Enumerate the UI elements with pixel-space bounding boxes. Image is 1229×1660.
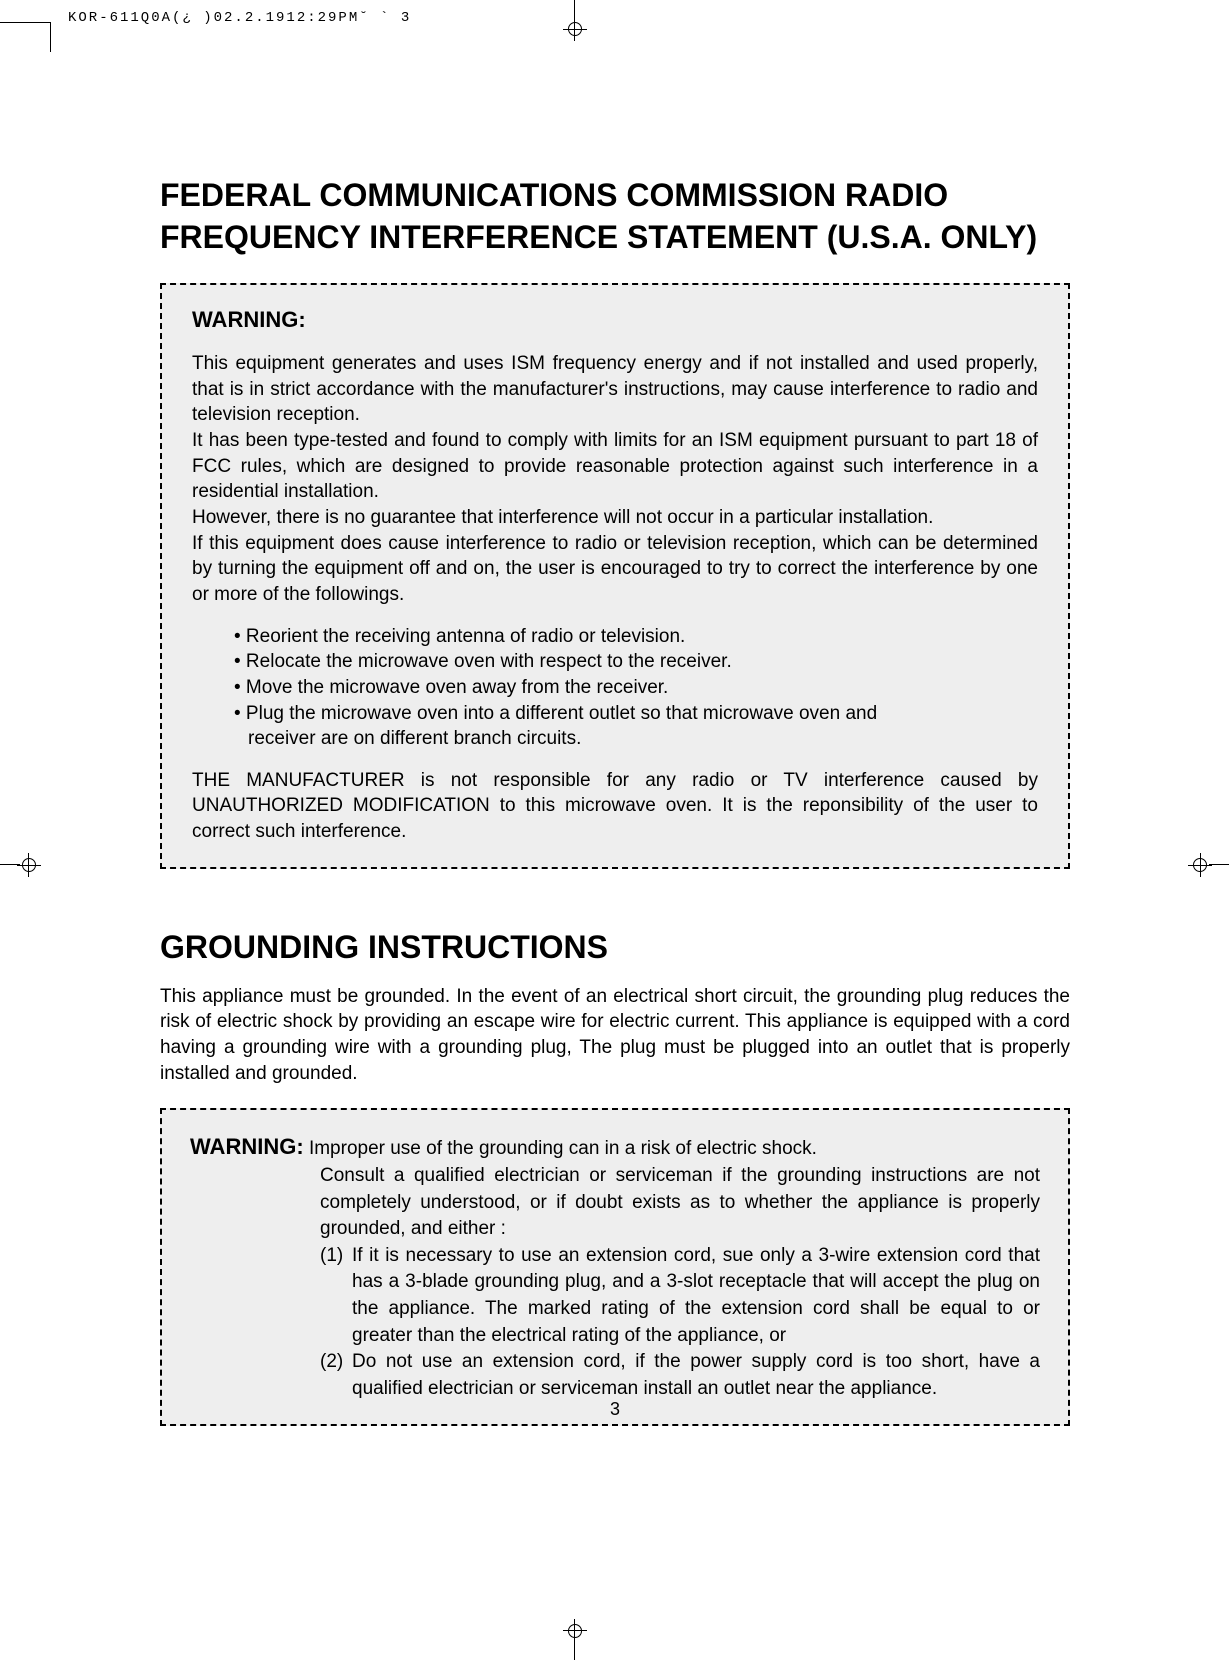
registration-mark-left — [0, 850, 60, 880]
numbered-item: (2) Do not use an extension cord, if the… — [320, 1349, 1040, 1402]
numbered-item: (1) If it is necessary to use an extensi… — [320, 1243, 1040, 1349]
page-number: 3 — [60, 1399, 1170, 1420]
crop-mark — [50, 22, 51, 52]
warning-paragraph: If this equipment does cause interferenc… — [192, 531, 1038, 608]
bullet-list: • Reorient the receiving antenna of radi… — [234, 624, 1038, 752]
warning-paragraph: However, there is no guarantee that inte… — [192, 505, 1038, 531]
bullet-item: • Move the microwave oven away from the … — [234, 675, 1038, 701]
item-number: (1) — [320, 1243, 352, 1349]
warning-paragraph: It has been type-tested and found to com… — [192, 428, 1038, 505]
warning-title: WARNING: — [192, 307, 1038, 333]
warning-box-grounding: WARNING: Improper use of the grounding c… — [160, 1108, 1070, 1426]
warning-paragraph: This equipment generates and uses ISM fr… — [192, 351, 1038, 428]
warning-label: WARNING: — [190, 1134, 304, 1159]
warning-text: Improper use of the grounding can in a r… — [309, 1138, 817, 1159]
item-text: If it is necessary to use an extension c… — [352, 1243, 1040, 1349]
warning-paragraph: THE MANUFACTURER is not responsible for … — [192, 768, 1038, 845]
grounding-heading: GROUNDING INSTRUCTIONS — [160, 929, 1070, 966]
bullet-item-continuation: receiver are on different branch circuit… — [248, 726, 1038, 752]
grounding-body: This appliance must be grounded. In the … — [160, 984, 1070, 1087]
warning-line: WARNING: Improper use of the grounding c… — [190, 1132, 1040, 1163]
crop-mark — [0, 22, 50, 23]
document-header: KOR-611Q0A(¿ )02.2.1912:29PM˘ ` 3 — [68, 10, 411, 26]
registration-mark-right — [1169, 850, 1229, 880]
page-content: FEDERAL COMMUNICATIONS COMMISSION RADIO … — [60, 55, 1170, 1600]
item-number: (2) — [320, 1349, 352, 1402]
warning-text: Consult a qualified electrician or servi… — [320, 1163, 1040, 1243]
warning-box-fcc: WARNING: This equipment generates and us… — [160, 283, 1070, 869]
bullet-item: • Relocate the microwave oven with respe… — [234, 649, 1038, 675]
fcc-heading: FEDERAL COMMUNICATIONS COMMISSION RADIO … — [160, 175, 1070, 258]
bullet-item: • Plug the microwave oven into a differe… — [234, 701, 1038, 727]
bullet-item: • Reorient the receiving antenna of radi… — [234, 624, 1038, 650]
item-text: Do not use an extension cord, if the pow… — [352, 1349, 1040, 1402]
registration-mark-bottom — [560, 1610, 590, 1660]
registration-mark-top — [560, 0, 590, 50]
